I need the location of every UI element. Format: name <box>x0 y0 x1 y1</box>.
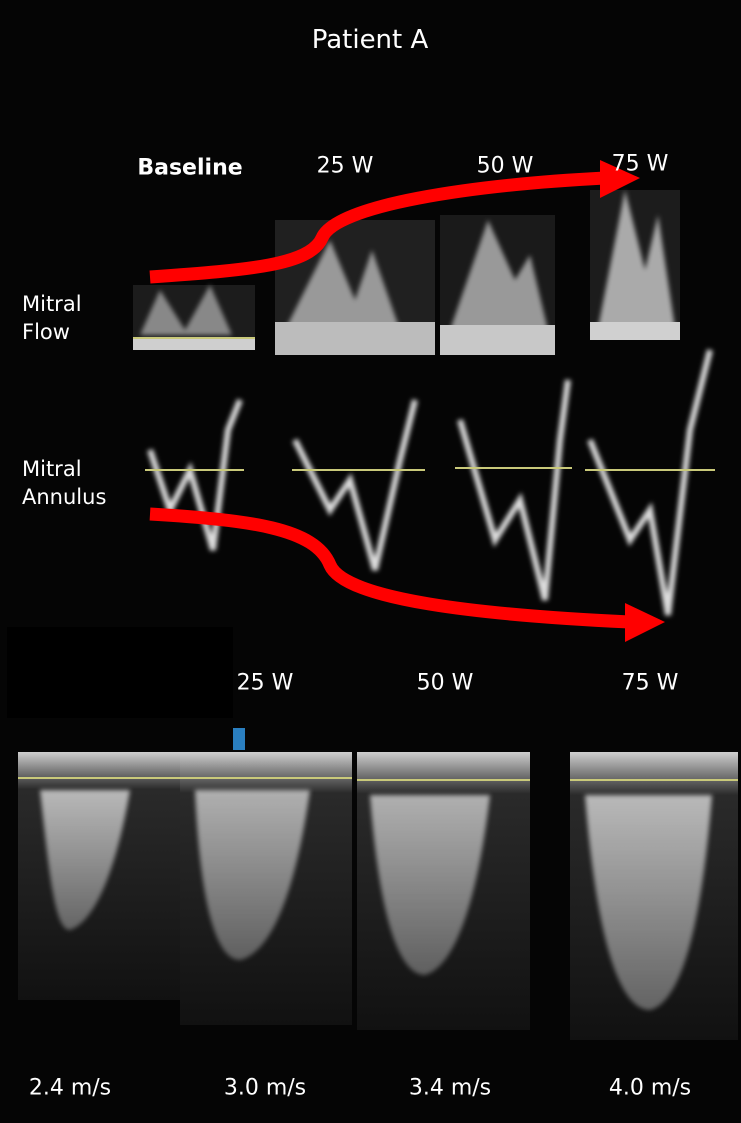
velocity-label: 4.0 m/s <box>609 1076 691 1101</box>
baselines <box>145 468 715 470</box>
mitral-annulus-images <box>150 350 710 615</box>
stage-label: Baseline <box>137 156 242 181</box>
figure: Patient A Baseline 25 W 50 W 75 W Mitral… <box>0 0 741 1123</box>
stage-label: 25 W <box>317 154 374 179</box>
redaction-box <box>7 627 233 718</box>
velocity-label: 3.4 m/s <box>409 1076 491 1101</box>
stage-label: 50 W <box>417 671 474 696</box>
page: Patient A {"title": "Patient A", "top_pa… <box>0 0 741 1123</box>
cw-doppler-images <box>18 752 738 1040</box>
stage-label: 50 W <box>477 154 534 179</box>
row-label: Mitral Flow <box>22 290 82 347</box>
stage-label: 25 W <box>237 671 294 696</box>
marker <box>233 728 245 750</box>
velocity-label: 3.0 m/s <box>224 1076 306 1101</box>
title: Patient A <box>312 25 429 55</box>
stage-label: 75 W <box>612 152 669 177</box>
stage-label: 75 W <box>622 671 679 696</box>
row-label: Mitral Annulus <box>22 455 106 512</box>
velocity-label: 2.4 m/s <box>29 1076 111 1101</box>
